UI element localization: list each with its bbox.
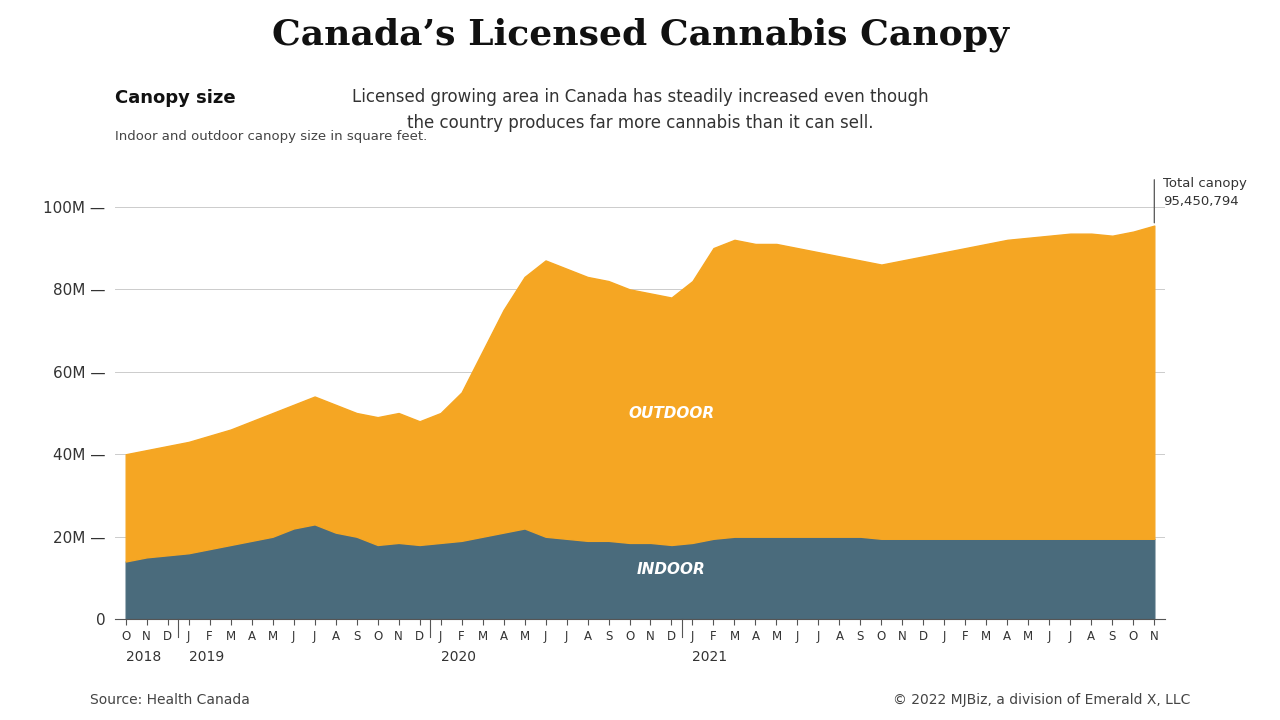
Text: Total canopy
95,450,794: Total canopy 95,450,794: [1162, 177, 1247, 208]
Text: OUTDOOR: OUTDOOR: [628, 405, 714, 420]
Text: Licensed growing area in Canada has steadily increased even though
the country p: Licensed growing area in Canada has stea…: [352, 88, 928, 132]
Text: Canada’s Licensed Cannabis Canopy: Canada’s Licensed Cannabis Canopy: [271, 18, 1009, 53]
Text: 2019: 2019: [188, 650, 224, 664]
Text: Source: Health Canada: Source: Health Canada: [90, 693, 250, 707]
Text: 2018: 2018: [125, 650, 161, 664]
Text: INDOOR: INDOOR: [637, 562, 705, 577]
Text: Indoor and outdoor canopy size in square feet.: Indoor and outdoor canopy size in square…: [115, 130, 428, 143]
Text: Canopy size: Canopy size: [115, 89, 236, 107]
Text: 2020: 2020: [440, 650, 476, 664]
Text: © 2022 MJBiz, a division of Emerald X, LLC: © 2022 MJBiz, a division of Emerald X, L…: [893, 693, 1190, 707]
Text: 2021: 2021: [692, 650, 727, 664]
